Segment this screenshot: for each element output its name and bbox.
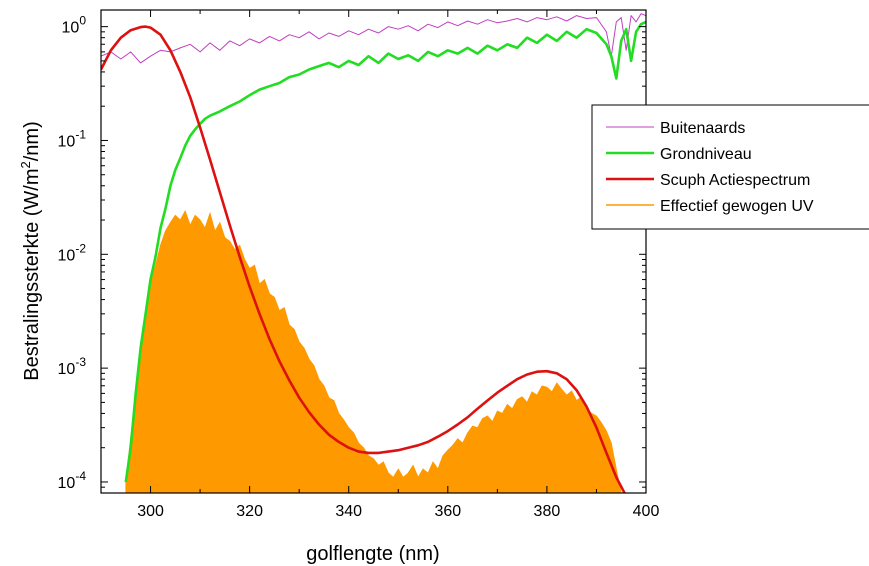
area-layer	[125, 210, 627, 493]
y-tick-label-exponent: -4	[75, 469, 86, 483]
y-tick-label-exponent: -3	[75, 355, 86, 369]
legend-label-grondniveau: Grondniveau	[660, 146, 752, 163]
legend-label-buitenaards: Buitenaards	[660, 120, 745, 137]
series-line-scuph-actiespectrum	[101, 25, 626, 493]
x-axis: 300 320 340 360 380 400	[100, 10, 660, 520]
y-tick-label: 10-3	[58, 355, 87, 378]
y-tick-label-exponent: -2	[75, 241, 86, 255]
y-axis-title-superscript: 2	[18, 161, 33, 168]
y-tick-label: 10-1	[58, 127, 87, 150]
legend-box	[591, 104, 869, 230]
x-tick-label: 320	[236, 503, 263, 520]
x-tick-label: 380	[534, 503, 561, 520]
y-tick-label-exponent: 0	[79, 14, 86, 28]
x-tick-label: 360	[434, 503, 461, 520]
y-tick-label-base: 10	[58, 133, 76, 150]
x-axis-title: golflengte (nm)	[306, 543, 439, 565]
y-tick-label-base: 10	[58, 361, 76, 378]
series-area-effectief-gewogen-uv	[125, 210, 627, 493]
plot-frame	[100, 9, 647, 494]
y-axis-title-suffix: /nm)	[21, 121, 43, 161]
y-tick-label-exponent: -1	[75, 127, 86, 141]
y-axis-title-prefix: Bestralingssterkte (W/m	[21, 168, 43, 380]
series-line-buitenaards	[101, 13, 646, 64]
y-tick-label: 10-4	[58, 469, 87, 492]
series-line-grondniveau	[124, 20, 646, 483]
y-tick-label: 100	[62, 14, 87, 37]
x-tick-label: 300	[137, 503, 164, 520]
y-tick-label-base: 10	[58, 475, 76, 492]
line-layer	[101, 13, 646, 493]
legend-label-effectief-gewogen-uv: Effectief gewogen UV	[660, 198, 814, 215]
x-tick-label: 400	[633, 503, 660, 520]
y-tick-label: 10-2	[58, 241, 87, 264]
x-tick-label: 340	[335, 503, 362, 520]
y-tick-label-base: 10	[62, 20, 80, 37]
legend: Buitenaards Grondniveau Scuph Actiespectru…	[591, 104, 869, 230]
y-axis-title: Bestralingssterkte (W/m2/nm)	[18, 121, 43, 381]
y-tick-label-base: 10	[58, 247, 76, 264]
legend-label-scuph-actiespectrum: Scuph Actiespectrum	[660, 172, 810, 189]
